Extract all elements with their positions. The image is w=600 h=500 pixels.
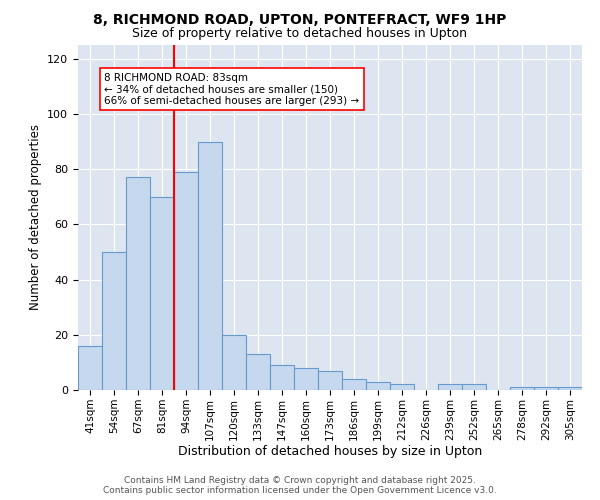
Text: Contains HM Land Registry data © Crown copyright and database right 2025.
Contai: Contains HM Land Registry data © Crown c… [103,476,497,495]
Bar [126,178,150,390]
Bar [294,368,318,390]
Y-axis label: Number of detached properties: Number of detached properties [29,124,41,310]
Bar [510,387,534,390]
Bar [246,354,270,390]
Bar [462,384,486,390]
Bar [438,384,462,390]
Bar [366,382,390,390]
Bar [534,387,558,390]
Text: 8 RICHMOND ROAD: 83sqm
← 34% of detached houses are smaller (150)
66% of semi-de: 8 RICHMOND ROAD: 83sqm ← 34% of detached… [104,72,359,106]
Bar [390,384,414,390]
Bar [558,387,582,390]
Bar [198,142,222,390]
Bar [342,379,366,390]
Bar [174,172,198,390]
Text: 8, RICHMOND ROAD, UPTON, PONTEFRACT, WF9 1HP: 8, RICHMOND ROAD, UPTON, PONTEFRACT, WF9… [94,12,506,26]
Bar [270,365,294,390]
Bar [318,370,342,390]
X-axis label: Distribution of detached houses by size in Upton: Distribution of detached houses by size … [178,446,482,458]
Bar [78,346,102,390]
Bar [150,197,174,390]
Text: Size of property relative to detached houses in Upton: Size of property relative to detached ho… [133,28,467,40]
Bar [222,335,246,390]
Bar [102,252,126,390]
